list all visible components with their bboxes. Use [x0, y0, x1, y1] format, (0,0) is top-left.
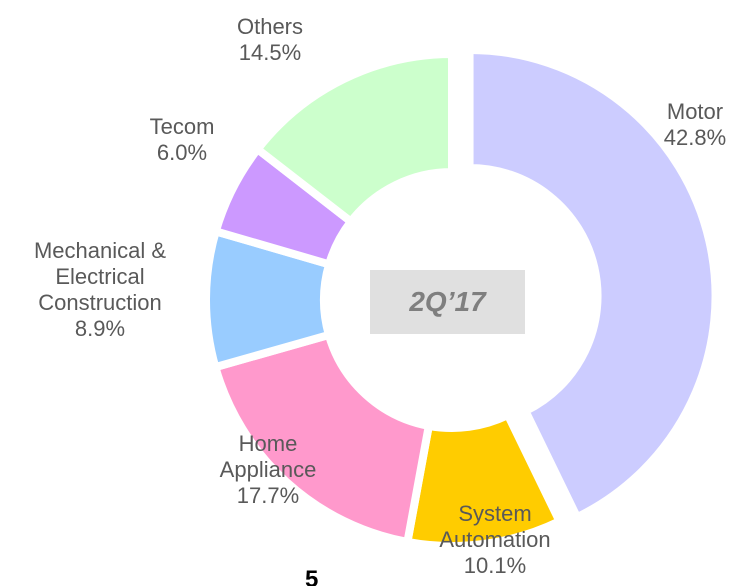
- slice-label: Tecom 6.0%: [122, 114, 242, 166]
- page-number: 5: [305, 566, 319, 586]
- value-label: 17.7%: [236, 483, 300, 508]
- value-label: 6.0%: [156, 140, 208, 165]
- center-label: 2Q’17: [370, 270, 525, 334]
- category-label: Others: [236, 14, 304, 39]
- slice-label: Motor 42.8%: [635, 99, 741, 151]
- value-label: 8.9%: [74, 316, 126, 341]
- slice-label: Others 14.5%: [210, 14, 330, 66]
- value-label: 10.1%: [463, 553, 527, 578]
- slice-label: System Automation 10.1%: [410, 501, 580, 579]
- category-label: Motor: [666, 99, 724, 124]
- category-label: Tecom: [149, 114, 215, 139]
- value-label: 14.5%: [238, 40, 302, 65]
- donut-slice: [465, 45, 720, 523]
- slice-label: Home Appliance 17.7%: [193, 431, 343, 509]
- category-label: System Automation: [439, 501, 551, 552]
- slice-label: Mechanical & Electrical Construction 8.9%: [5, 238, 195, 342]
- category-label: Mechanical & Electrical Construction: [33, 238, 167, 315]
- donut-slice: [252, 49, 456, 228]
- value-label: 42.8%: [663, 125, 727, 150]
- donut-slice: [210, 329, 434, 547]
- category-label: Home Appliance: [219, 431, 317, 482]
